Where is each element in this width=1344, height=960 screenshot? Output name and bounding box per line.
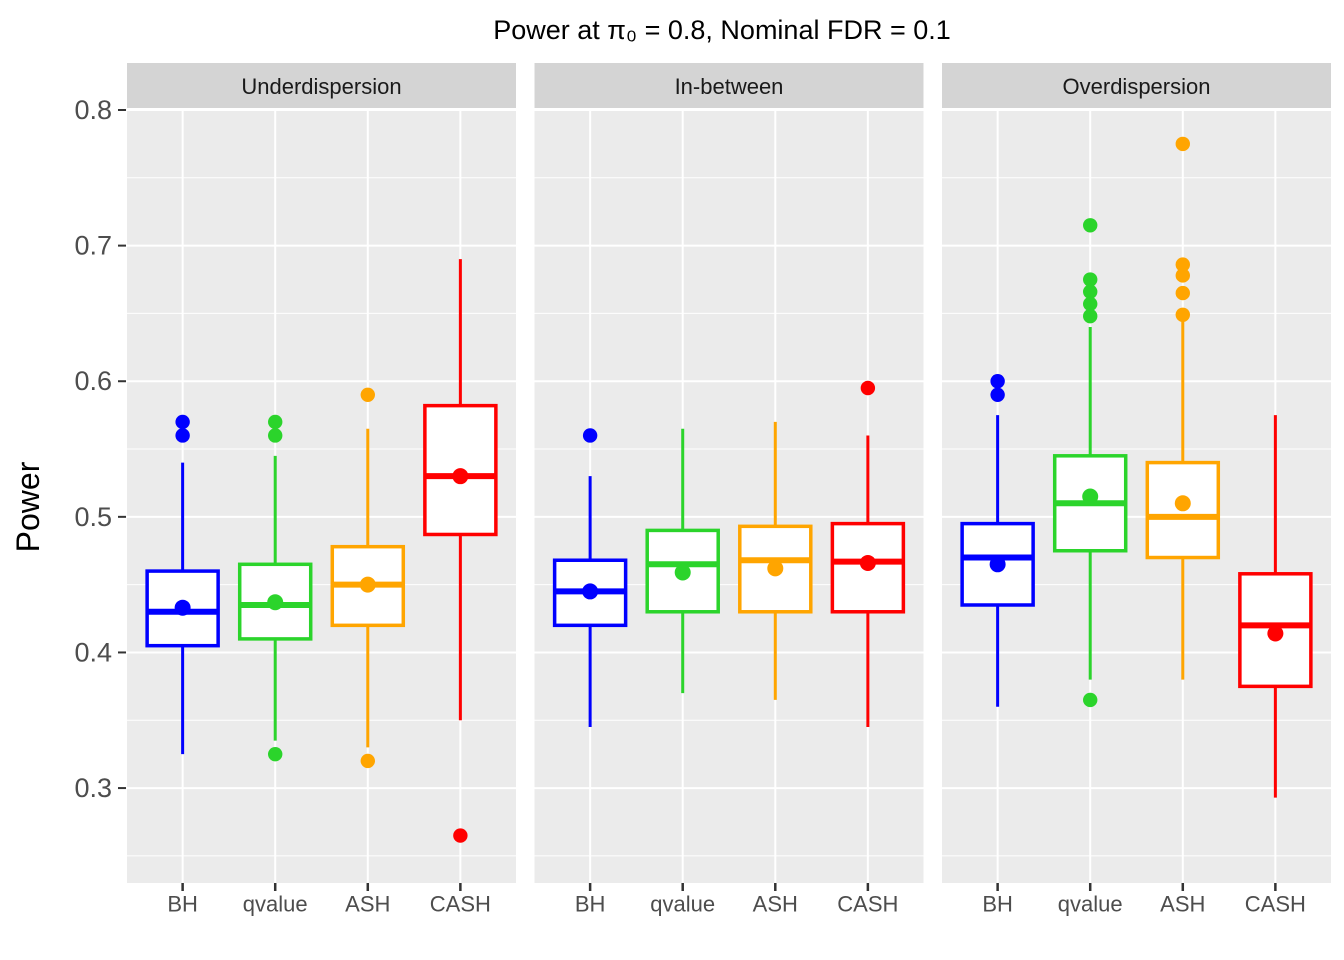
y-tick-label: 0.8 — [74, 95, 112, 125]
x-tick-label: ASH — [345, 892, 390, 917]
boxplot-qvalue — [237, 414, 313, 762]
facet-strip — [127, 63, 516, 108]
mean-dot — [359, 576, 376, 593]
outlier-dot — [1083, 296, 1098, 312]
boxplot-cash — [830, 380, 906, 728]
x-tick-label: CASH — [430, 892, 491, 917]
facet-overdispersion: Overdispersion BH qvalue ASH CASH — [942, 63, 1331, 917]
x-tick-label: BH — [575, 892, 606, 917]
boxplot-ash — [330, 387, 406, 769]
mean-dot — [267, 594, 284, 611]
facet-strip-label: In-between — [675, 74, 784, 99]
outlier-dot — [360, 753, 375, 769]
outlier-dot — [1175, 257, 1190, 272]
mean-dot — [859, 554, 876, 571]
facet-strip-label: Underdispersion — [241, 74, 401, 99]
outlier-dot — [1083, 692, 1098, 708]
x-tick-label: BH — [982, 892, 1013, 917]
outlier-dot — [1175, 136, 1190, 152]
outlier-dot — [1083, 284, 1098, 299]
boxplot-bh — [552, 428, 628, 728]
mean-dot — [989, 556, 1006, 573]
x-tick-label: qvalue — [1058, 892, 1123, 917]
boxplot-qvalue — [645, 428, 720, 694]
mean-dot — [1082, 488, 1099, 505]
facet-in-between: In-between BH qvalue ASH CASH — [534, 63, 924, 917]
chart-title: Power at π₀ = 0.8, Nominal FDR = 0.1 — [493, 15, 951, 45]
mean-dot — [174, 599, 191, 616]
boxplot-cash — [1238, 415, 1313, 798]
mean-dot — [674, 564, 691, 581]
outlier-dot — [360, 387, 375, 402]
y-tick-label: 0.5 — [74, 502, 112, 532]
boxplot-ash — [738, 421, 813, 700]
outlier-dot — [453, 828, 468, 843]
mean-dot — [582, 583, 599, 600]
mean-dot — [1267, 625, 1284, 642]
facet-strip — [942, 63, 1331, 108]
x-tick-label: ASH — [753, 892, 798, 917]
boxplot-bh — [145, 414, 220, 755]
y-tick-label: 0.7 — [74, 231, 112, 261]
outlier-dot — [268, 746, 283, 762]
x-tick-label: qvalue — [243, 892, 308, 917]
boxplot-cash — [423, 259, 498, 843]
outlier-dot — [990, 374, 1005, 389]
boxplot-qvalue — [1052, 218, 1128, 708]
outlier-dot — [860, 380, 876, 396]
outlier-dot — [990, 387, 1005, 402]
outlier-dot — [1175, 285, 1190, 301]
x-tick-label: BH — [167, 892, 198, 917]
facet-strip-label: Overdispersion — [1063, 74, 1211, 99]
mean-dot — [767, 560, 784, 577]
facet-strip — [534, 63, 924, 108]
y-tick-label: 0.3 — [74, 773, 112, 803]
outlier-dot — [268, 428, 283, 443]
mean-dot — [452, 468, 469, 485]
outlier-dot — [1175, 268, 1190, 283]
panel-background — [534, 110, 924, 883]
outlier-dot — [1083, 272, 1098, 287]
boxplot-ash — [1145, 136, 1221, 680]
x-tick-label: ASH — [1160, 892, 1205, 917]
outlier-dot — [175, 414, 190, 430]
mean-dot — [1174, 495, 1191, 512]
x-tick-label: qvalue — [650, 892, 715, 917]
y-tick-label: 0.6 — [74, 366, 112, 396]
outlier-dot — [582, 428, 598, 443]
outlier-dot — [268, 414, 283, 430]
outlier-dot — [175, 428, 190, 443]
x-tick-label: CASH — [837, 892, 898, 917]
x-tick-label: CASH — [1245, 892, 1306, 917]
outlier-dot — [1175, 307, 1190, 322]
panel-background — [942, 110, 1331, 883]
boxplot-bh — [960, 374, 1035, 707]
facet-underdispersion: Underdispersion BH qvalue ASH CASH — [127, 63, 516, 917]
outlier-dot — [1083, 308, 1098, 324]
outlier-dot — [1083, 218, 1098, 233]
y-tick-label: 0.4 — [74, 637, 112, 667]
box-rect — [960, 521, 1035, 607]
y-axis-title: Power — [10, 461, 46, 552]
